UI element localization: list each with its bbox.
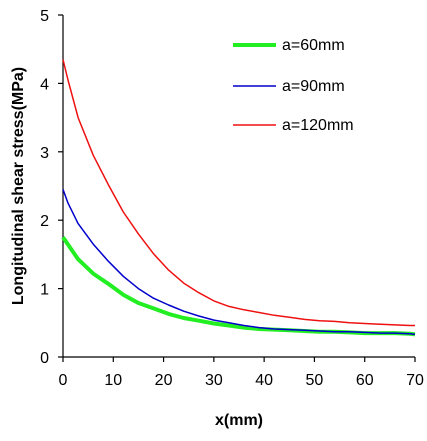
legend-label: a=90mm xyxy=(282,78,345,95)
x-axis-title: x(mm) xyxy=(215,412,263,429)
x-tick-label: 20 xyxy=(155,372,173,389)
series-line-a-90mm xyxy=(62,189,416,336)
x-tick-label: 50 xyxy=(306,372,324,389)
y-tick-label: 4 xyxy=(40,76,49,93)
y-tick-label: 0 xyxy=(40,350,49,367)
x-tick-label: 40 xyxy=(255,372,273,389)
legend-label: a=60mm xyxy=(282,37,345,54)
y-tick-label: 5 xyxy=(40,8,49,25)
x-tick-label: 10 xyxy=(104,372,122,389)
y-axis-title: Longitudinal shear stress(MPa) xyxy=(10,67,27,305)
series-line-a-60mm xyxy=(61,236,416,337)
series-layer xyxy=(61,59,416,337)
legend: a=60mm a=90mm a=120mm xyxy=(233,37,354,134)
series-line-a-120mm xyxy=(62,59,415,327)
y-tick-label: 2 xyxy=(40,213,49,230)
x-tick-label: 70 xyxy=(406,372,424,389)
x-tick-label: 30 xyxy=(205,372,223,389)
x-tick-label: 0 xyxy=(59,372,68,389)
legend-label: a=120mm xyxy=(282,117,354,134)
y-tick-label: 1 xyxy=(40,282,49,299)
y-tick-label: 3 xyxy=(40,145,49,162)
x-tick-label: 60 xyxy=(356,372,374,389)
